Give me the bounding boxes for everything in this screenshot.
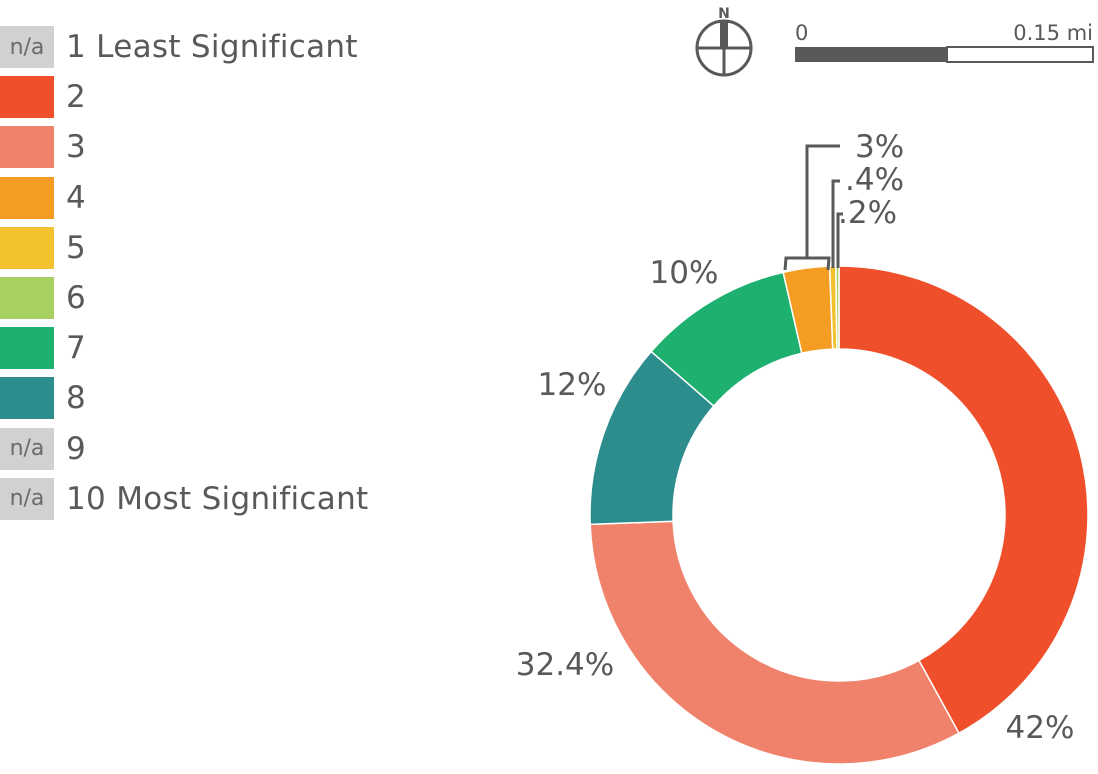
- slice-labels: 42% 32.4% 12% 10% 3%.4%.2%: [516, 129, 1075, 746]
- legend-label: 6: [66, 280, 87, 316]
- legend-item: 8: [0, 377, 420, 420]
- legend-label: 2: [66, 79, 87, 116]
- slice-label-7: 10%: [650, 255, 719, 291]
- legend-swatch: [0, 76, 54, 119]
- scale-start-label: 0: [795, 21, 808, 45]
- scale-end-label: 0.15 mi: [1013, 21, 1093, 45]
- legend-label: 7: [66, 330, 87, 367]
- legend-swatch: n/a: [0, 427, 54, 470]
- legend-swatch: [0, 327, 54, 370]
- scale-bar-dark-segment: [795, 47, 947, 62]
- legend-item: 7: [0, 327, 420, 370]
- slice-label-4: 3%: [855, 129, 904, 165]
- legend-label: 5: [66, 229, 87, 266]
- legend-label: 9: [66, 430, 87, 467]
- scale-bar: 0 0.15 mi: [795, 21, 1094, 63]
- legend-label: 3: [66, 129, 87, 166]
- legend-swatch: [0, 277, 54, 319]
- callout-04pct-line: [831, 179, 840, 268]
- legend-swatch: [0, 226, 54, 269]
- north-label: N: [718, 6, 730, 22]
- legend-label: 8: [66, 380, 87, 417]
- legend-swatch: [0, 176, 54, 219]
- legend-item: 4: [0, 176, 420, 219]
- legend-label: 4: [66, 179, 87, 216]
- slice-label-8: 12%: [538, 367, 607, 403]
- donut-slice-2: [838, 265, 1089, 735]
- donut-slice-3: [589, 520, 960, 765]
- legend-item: n/a 1 Least Significant: [0, 26, 420, 68]
- legend-item: 3: [0, 126, 420, 169]
- legend-item: n/a 9: [0, 427, 420, 470]
- callout-02pct-line: [836, 212, 843, 268]
- legend-swatch: n/a: [0, 26, 54, 68]
- callout-3pct-bracket: [783, 144, 840, 271]
- legend-label: 10 Most Significant: [66, 480, 369, 517]
- north-arrow: N: [695, 6, 753, 77]
- legend-item: 2: [0, 76, 420, 119]
- legend-swatch: [0, 126, 54, 169]
- callout-lines: [783, 144, 843, 271]
- slice-label-6: .2%: [838, 195, 897, 231]
- slice-label-3: 32.4%: [516, 647, 614, 683]
- slice-label-2: 42%: [1006, 710, 1075, 746]
- north-arrow-needle: [720, 20, 728, 48]
- legend-swatch: n/a: [0, 477, 54, 520]
- slice-label-5: .4%: [845, 162, 904, 198]
- legend-item: 6: [0, 277, 420, 319]
- legend-label: 1 Least Significant: [66, 29, 358, 65]
- legend-item: n/a 10 Most Significant: [0, 477, 420, 520]
- donut-slices: [589, 265, 1089, 765]
- donut-slice-6: [835, 265, 840, 350]
- legend-swatch: [0, 377, 54, 420]
- scale-bar-light-segment: [946, 46, 1094, 63]
- legend-item: 5: [0, 226, 420, 269]
